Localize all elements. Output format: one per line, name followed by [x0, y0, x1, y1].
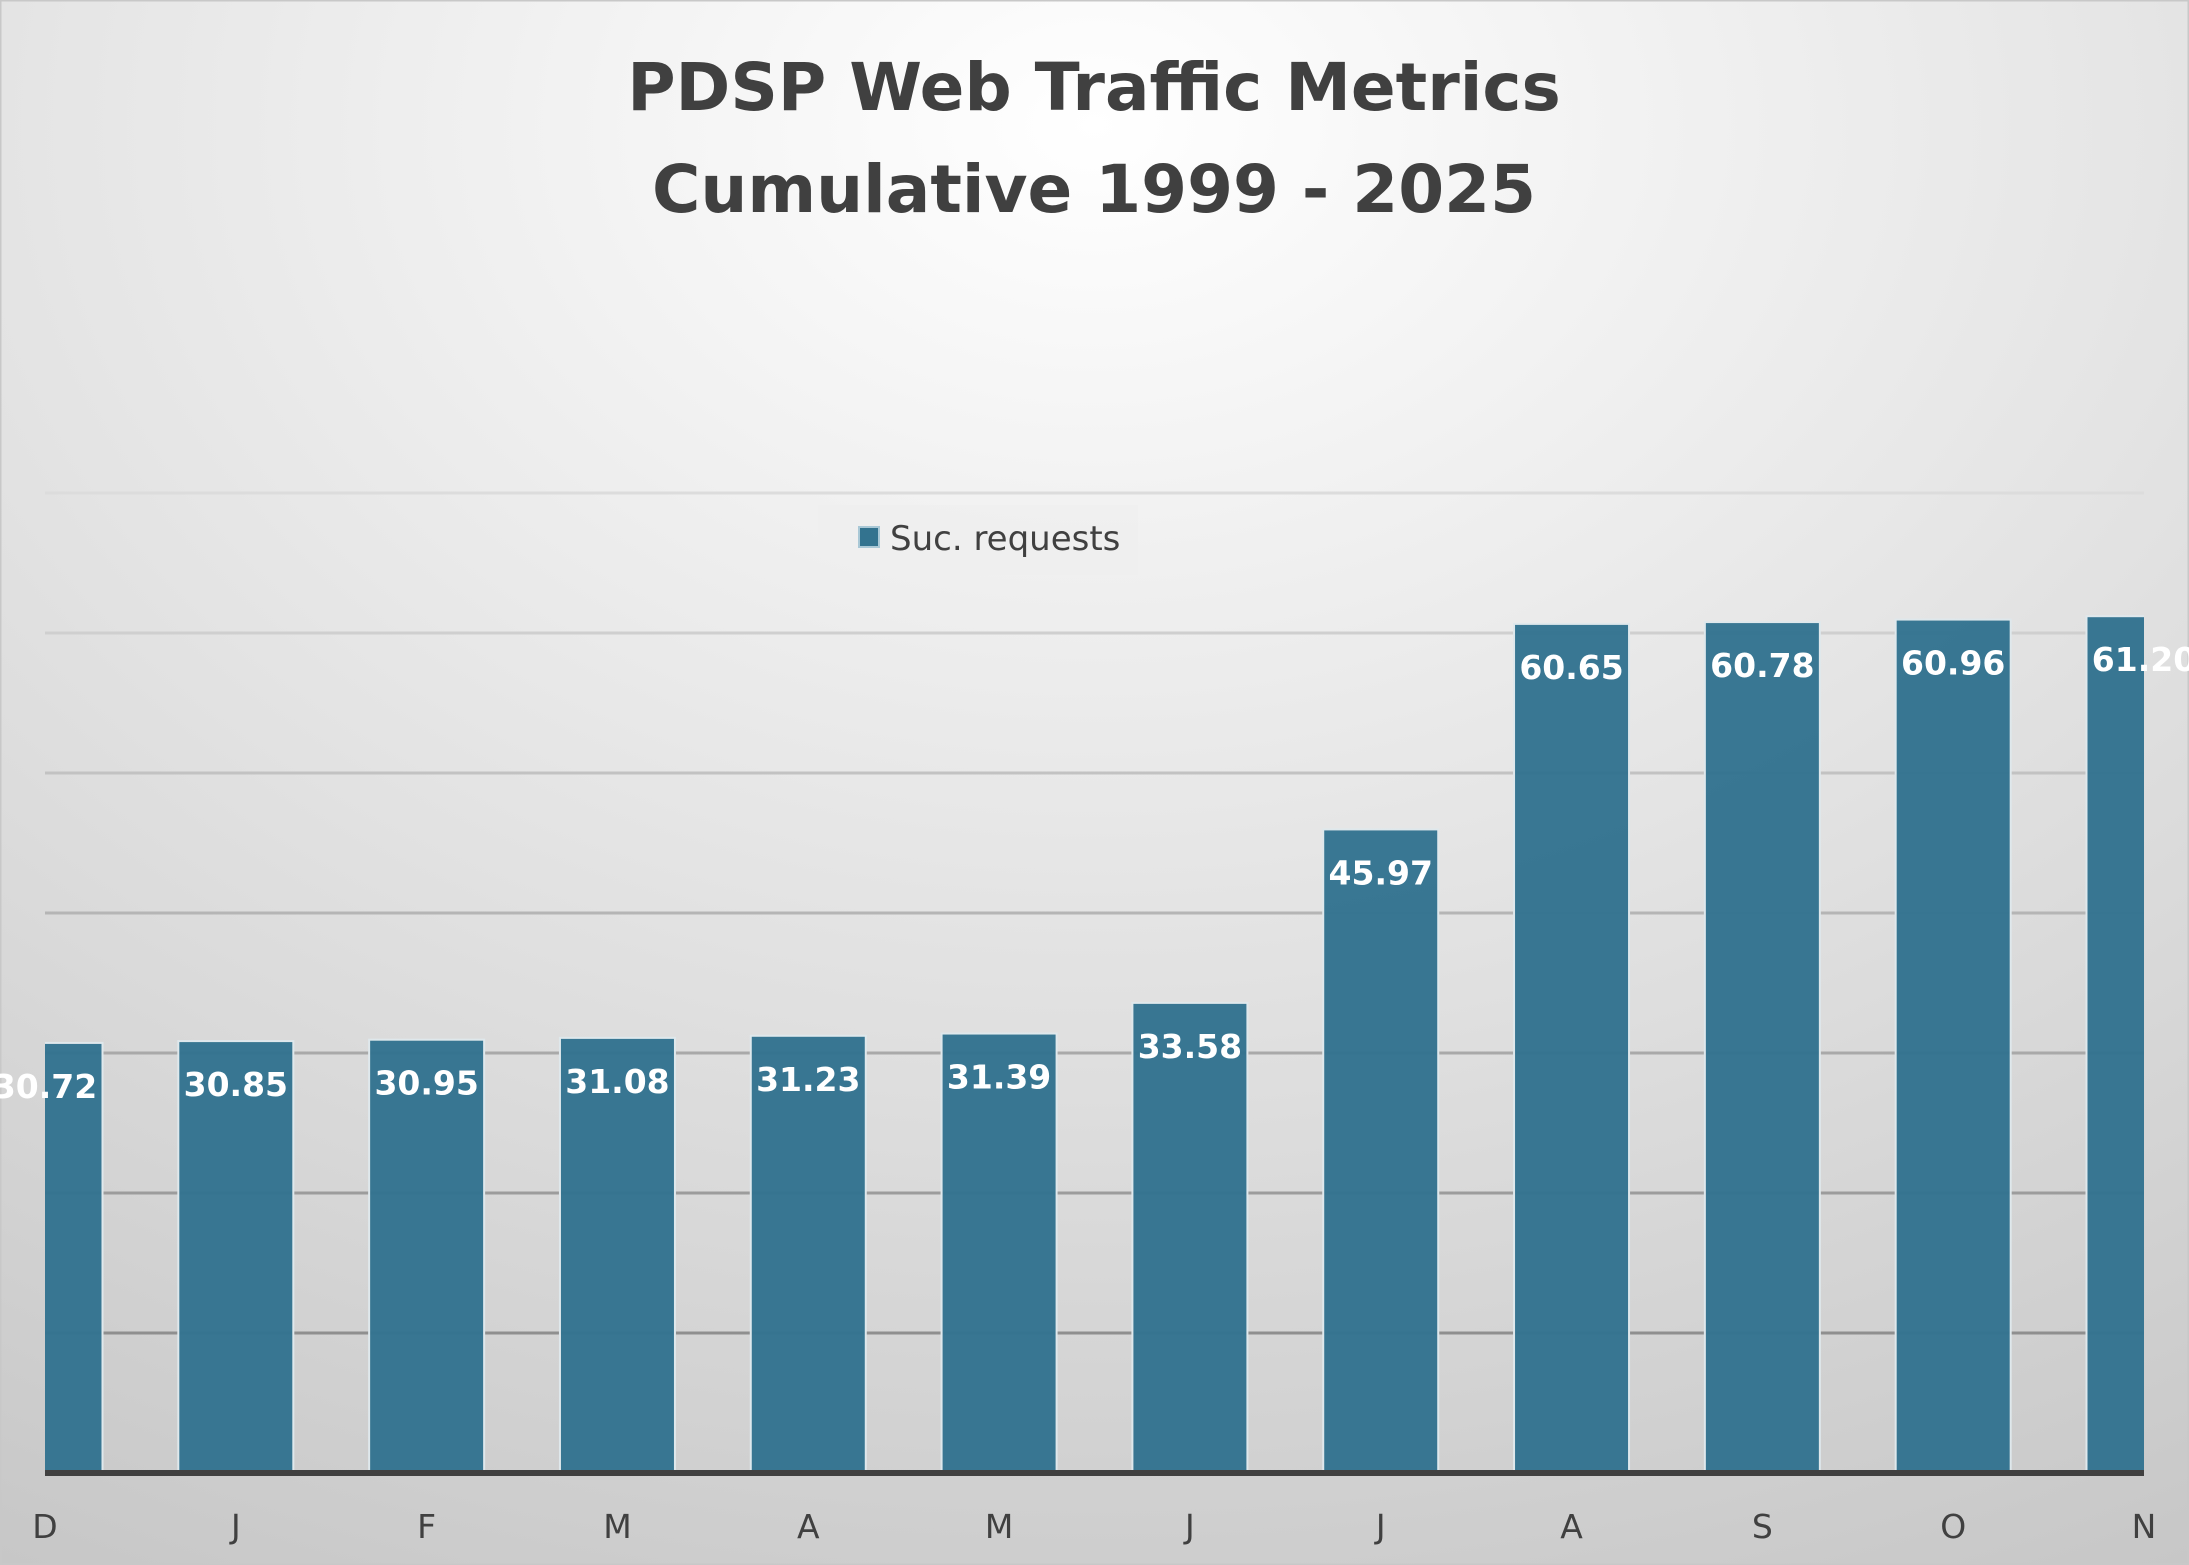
data-label: 45.97 [1329, 853, 1433, 892]
legend-label: Suc. requests [890, 519, 1120, 559]
data-label: 30.85 [184, 1065, 288, 1104]
data-label: 61.20 [2092, 640, 2189, 679]
data-label: 60.78 [1710, 646, 1814, 685]
chart-title-line-1: PDSP Web Traffic Metrics [627, 49, 1561, 126]
category-label: A [797, 1507, 820, 1546]
category-label: J [1183, 1507, 1195, 1546]
bar [2085, 615, 2144, 1474]
bar [1894, 618, 2012, 1474]
data-label: 30.95 [374, 1064, 478, 1103]
category-label: N [2132, 1507, 2157, 1546]
data-label: 60.65 [1519, 648, 1623, 687]
category-label: M [603, 1507, 631, 1546]
data-label: 60.96 [1901, 644, 2005, 683]
category-label: O [1940, 1507, 1966, 1546]
data-label: 31.08 [565, 1062, 669, 1101]
bar [45, 1041, 104, 1475]
legend-swatch [858, 526, 880, 548]
bars [45, 615, 2144, 1475]
bar [1322, 828, 1440, 1474]
legend: Suc. requests [858, 519, 1120, 559]
bar [940, 1032, 1058, 1475]
bar [558, 1036, 676, 1474]
category-label: F [417, 1507, 436, 1546]
category-label: M [985, 1507, 1013, 1546]
bar [1131, 1001, 1249, 1474]
chart-title-line-2: Cumulative 1999 - 2025 [652, 151, 1536, 228]
category-label: D [32, 1507, 57, 1546]
data-label: 31.39 [947, 1058, 1051, 1097]
category-label: S [1752, 1507, 1773, 1546]
data-label: 31.23 [756, 1060, 860, 1099]
category-label: A [1560, 1507, 1583, 1546]
data-label: 30.72 [0, 1067, 97, 1106]
bar [749, 1034, 867, 1475]
category-label: J [1374, 1507, 1386, 1546]
bar [1513, 622, 1631, 1474]
bar [1703, 621, 1821, 1474]
data-labels: 30.72 30.85 30.95 31.08 31.23 31.39 33.58 45.97… [0, 640, 2189, 1106]
data-label: 33.58 [1138, 1027, 1242, 1066]
bar [177, 1040, 295, 1474]
bar [368, 1038, 486, 1474]
category-label: J [229, 1507, 241, 1546]
